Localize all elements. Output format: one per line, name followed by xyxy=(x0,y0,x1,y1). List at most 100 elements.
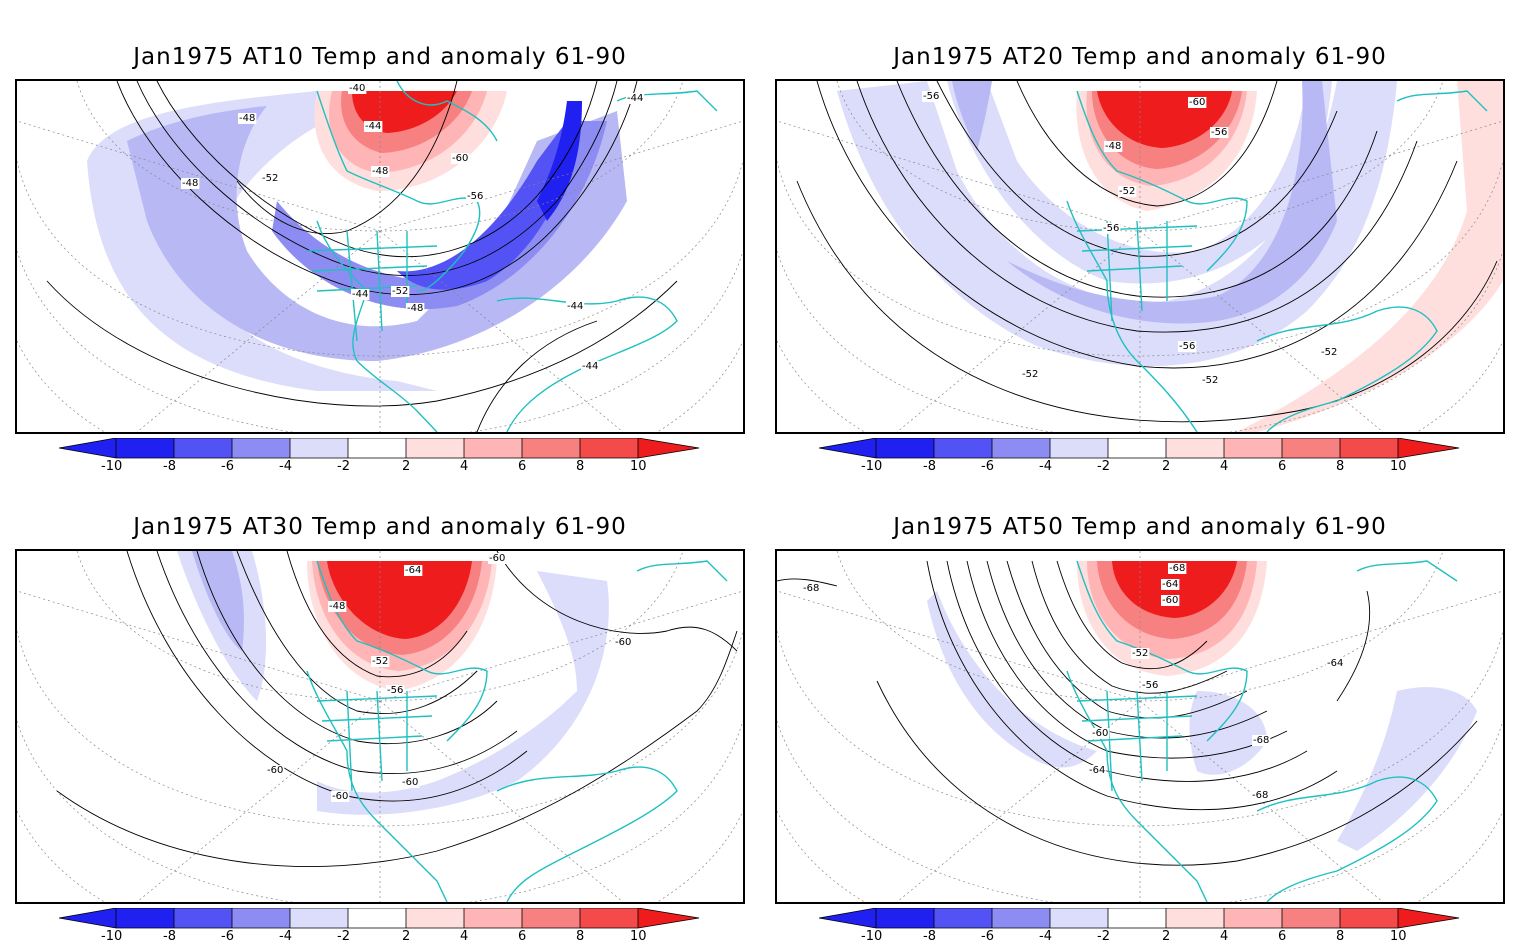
contour-label: -52 xyxy=(1321,347,1337,358)
contour-label: -64 xyxy=(1162,579,1178,590)
colorbar-arrow-low xyxy=(819,908,876,928)
map-frame: -64 -60 -48 -60 -52 -56 -60 -60 -60 xyxy=(15,549,745,904)
contour-label: -68 xyxy=(1169,563,1185,574)
colorbar: -10 -8 -6 -4 -2 2 4 6 8 10 xyxy=(59,908,700,942)
colorbar: -10 -8 -6 -4 -2 2 4 6 8 10 xyxy=(819,908,1460,942)
contour-label: -60 xyxy=(1189,97,1205,108)
map-panel-at50: Jan1975 AT50 Temp and anomaly 61-90 xyxy=(775,470,1505,942)
contour-label: -52 xyxy=(1119,186,1135,197)
contour-label: -44 xyxy=(352,289,368,300)
colorbar-bin xyxy=(406,908,464,928)
colorbar-bin xyxy=(116,438,174,458)
colorbar-tick-label: -8 xyxy=(923,929,936,942)
contour-label: -52 xyxy=(1202,375,1218,386)
contour-label: -48 xyxy=(239,113,255,124)
contour-labels: -40 -44 -48 -48 -52 -60 -48 -56 -52 -44 … xyxy=(181,83,645,372)
contour-label: -52 xyxy=(262,173,278,184)
colorbar-bin xyxy=(348,438,406,458)
colorbar-bin xyxy=(1340,908,1398,928)
contour-label: -52 xyxy=(392,286,408,297)
colorbar-bin xyxy=(1224,438,1282,458)
colorbar-bin xyxy=(348,908,406,928)
map-panel-at10: Jan1975 AT10 Temp and anomaly 61-90 xyxy=(15,0,745,472)
colorbar-bin xyxy=(290,908,348,928)
colorbar-bin xyxy=(1282,438,1340,458)
map-plot: -68 -68 -64 -60 -64 -52 -56 -60 -68 -64 … xyxy=(777,551,1503,902)
colorbar-bin xyxy=(992,908,1050,928)
map-panel-at30: Jan1975 AT30 Temp and anomaly 61-90 xyxy=(15,470,745,942)
contour-label: -48 xyxy=(329,601,345,612)
contour-label: -44 xyxy=(365,121,381,132)
colorbar-bin xyxy=(580,908,638,928)
contour-label: -48 xyxy=(1105,141,1121,152)
colorbar-tick-label: -2 xyxy=(337,929,350,942)
temperature-contours xyxy=(796,81,1498,423)
map-plot: -64 -60 -48 -60 -52 -56 -60 -60 -60 xyxy=(17,551,743,902)
colorbar-tick-label: 10 xyxy=(630,929,647,942)
colorbar-bin xyxy=(232,908,290,928)
contour-label: -60 xyxy=(489,553,505,564)
colorbar-bin xyxy=(1050,908,1108,928)
colorbar-bin xyxy=(992,438,1050,458)
contour-label: -56 xyxy=(1179,341,1195,352)
colorbar-tick-label: 2 xyxy=(1162,459,1170,472)
colorbar-tick-label: 4 xyxy=(1220,929,1228,942)
contour-label: -60 xyxy=(332,791,348,802)
colorbar-tick-label: 10 xyxy=(630,459,647,472)
map-plot: -40 -44 -48 -48 -52 -60 -48 -56 -52 -44 … xyxy=(17,81,743,432)
contour-labels: -64 -60 -48 -60 -52 -56 -60 -60 -60 xyxy=(266,553,633,802)
colorbar-arrow-high xyxy=(1398,438,1459,458)
map-panel-at20: Jan1975 AT20 Temp and anomaly 61-90 xyxy=(775,0,1505,472)
contour-label: -44 xyxy=(582,361,598,372)
colorbar-bin xyxy=(580,438,638,458)
colorbar-tick-label: 2 xyxy=(402,929,410,942)
colorbar-bin xyxy=(464,438,522,458)
contour-label: -60 xyxy=(402,777,418,788)
colorbar-tick-label: 8 xyxy=(1336,459,1344,472)
contour-label: -56 xyxy=(1103,223,1119,234)
contour-label: -60 xyxy=(615,637,631,648)
contour-label: -40 xyxy=(349,83,365,94)
map-plot: -56 -60 -56 -48 -52 -56 -56 -52 -52 -52 xyxy=(777,81,1503,432)
colorbar-bin xyxy=(522,908,580,928)
contour-label: -56 xyxy=(1211,127,1227,138)
colorbar-tick-label: 10 xyxy=(1390,929,1407,942)
colorbar-bin xyxy=(934,438,992,458)
contour-labels: -68 -68 -64 -60 -64 -52 -56 -60 -68 -64 … xyxy=(802,563,1345,801)
colorbar-bin xyxy=(1108,438,1166,458)
colorbar-tick-label: -2 xyxy=(1097,929,1110,942)
coastlines xyxy=(1066,90,1488,432)
contour-label: -60 xyxy=(1092,728,1108,739)
coastlines xyxy=(306,560,728,902)
colorbar-tick-label: -10 xyxy=(861,459,882,472)
colorbar-bin xyxy=(1050,438,1108,458)
lat-lon-grid xyxy=(17,81,743,432)
colorbar-arrow-high xyxy=(638,908,699,928)
colorbar-tick-label: 6 xyxy=(1278,459,1286,472)
anomaly-fill xyxy=(177,551,609,815)
colorbar-tick-label: 8 xyxy=(1336,929,1344,942)
panel-title: Jan1975 AT30 Temp and anomaly 61-90 xyxy=(133,514,627,540)
contour-label: -56 xyxy=(1142,680,1158,691)
colorbar-bin xyxy=(934,908,992,928)
colorbar-bin xyxy=(876,438,934,458)
panel-title: Jan1975 AT20 Temp and anomaly 61-90 xyxy=(893,44,1387,70)
contour-label: -52 xyxy=(372,656,388,667)
lat-lon-grid xyxy=(17,551,743,902)
contour-label: -60 xyxy=(452,153,468,164)
colorbar-tick-label: 6 xyxy=(518,929,526,942)
contour-label: -64 xyxy=(1327,658,1343,669)
contour-label: -48 xyxy=(407,303,423,314)
contour-label: -64 xyxy=(1089,765,1105,776)
colorbar-bin xyxy=(174,438,232,458)
colorbar-tick-label: -4 xyxy=(279,459,292,472)
colorbar-tick-label: -10 xyxy=(101,929,122,942)
map-frame: -56 -60 -56 -48 -52 -56 -56 -52 -52 -52 xyxy=(775,79,1505,434)
panel-title: Jan1975 AT10 Temp and anomaly 61-90 xyxy=(133,44,627,70)
contour-label: -56 xyxy=(923,91,939,102)
colorbar-arrow-high xyxy=(638,438,699,458)
colorbar-tick-label: 8 xyxy=(576,459,584,472)
contour-label: -56 xyxy=(467,191,483,202)
contour-label: -68 xyxy=(803,583,819,594)
colorbar-tick-label: 8 xyxy=(576,929,584,942)
